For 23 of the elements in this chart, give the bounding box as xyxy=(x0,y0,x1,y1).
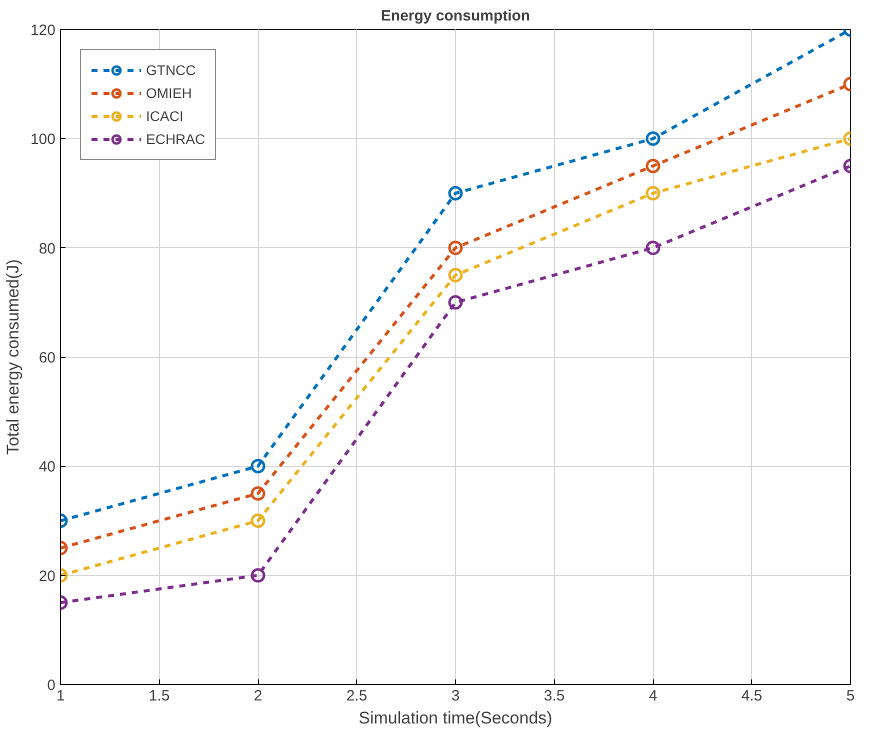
x-tick-label: 4.5 xyxy=(741,688,762,704)
x-axis-title: Simulation time(Seconds) xyxy=(358,708,552,728)
y-tick-label: 120 xyxy=(30,22,56,39)
y-tick-label: 60 xyxy=(38,350,56,366)
y-axis-title: Total energy consumed(J) xyxy=(3,259,22,455)
legend-label: ECHRAC xyxy=(146,131,206,147)
x-tick-label: 2 xyxy=(254,688,262,704)
x-tick-label: 2.5 xyxy=(346,688,368,704)
y-tick-label: 20 xyxy=(38,568,56,585)
x-tick-label: 3 xyxy=(451,688,460,704)
legend-label: ICACI xyxy=(146,108,184,124)
x-tick-label: 1 xyxy=(56,688,65,704)
y-tick-label: 0 xyxy=(47,677,56,694)
x-tick-label: 4 xyxy=(648,688,658,704)
legend-label: GTNCC xyxy=(146,62,196,78)
x-tick-label: 5 xyxy=(846,688,855,704)
y-tick-label: 100 xyxy=(30,131,56,148)
x-tick-label: 1.5 xyxy=(148,688,170,704)
legend-label: OMIEH xyxy=(146,85,192,101)
y-tick-label: 80 xyxy=(38,240,56,258)
y-tick-label: 40 xyxy=(38,458,56,476)
x-tick-label: 3.5 xyxy=(544,688,565,704)
chart-title: Energy consumption xyxy=(380,8,530,24)
